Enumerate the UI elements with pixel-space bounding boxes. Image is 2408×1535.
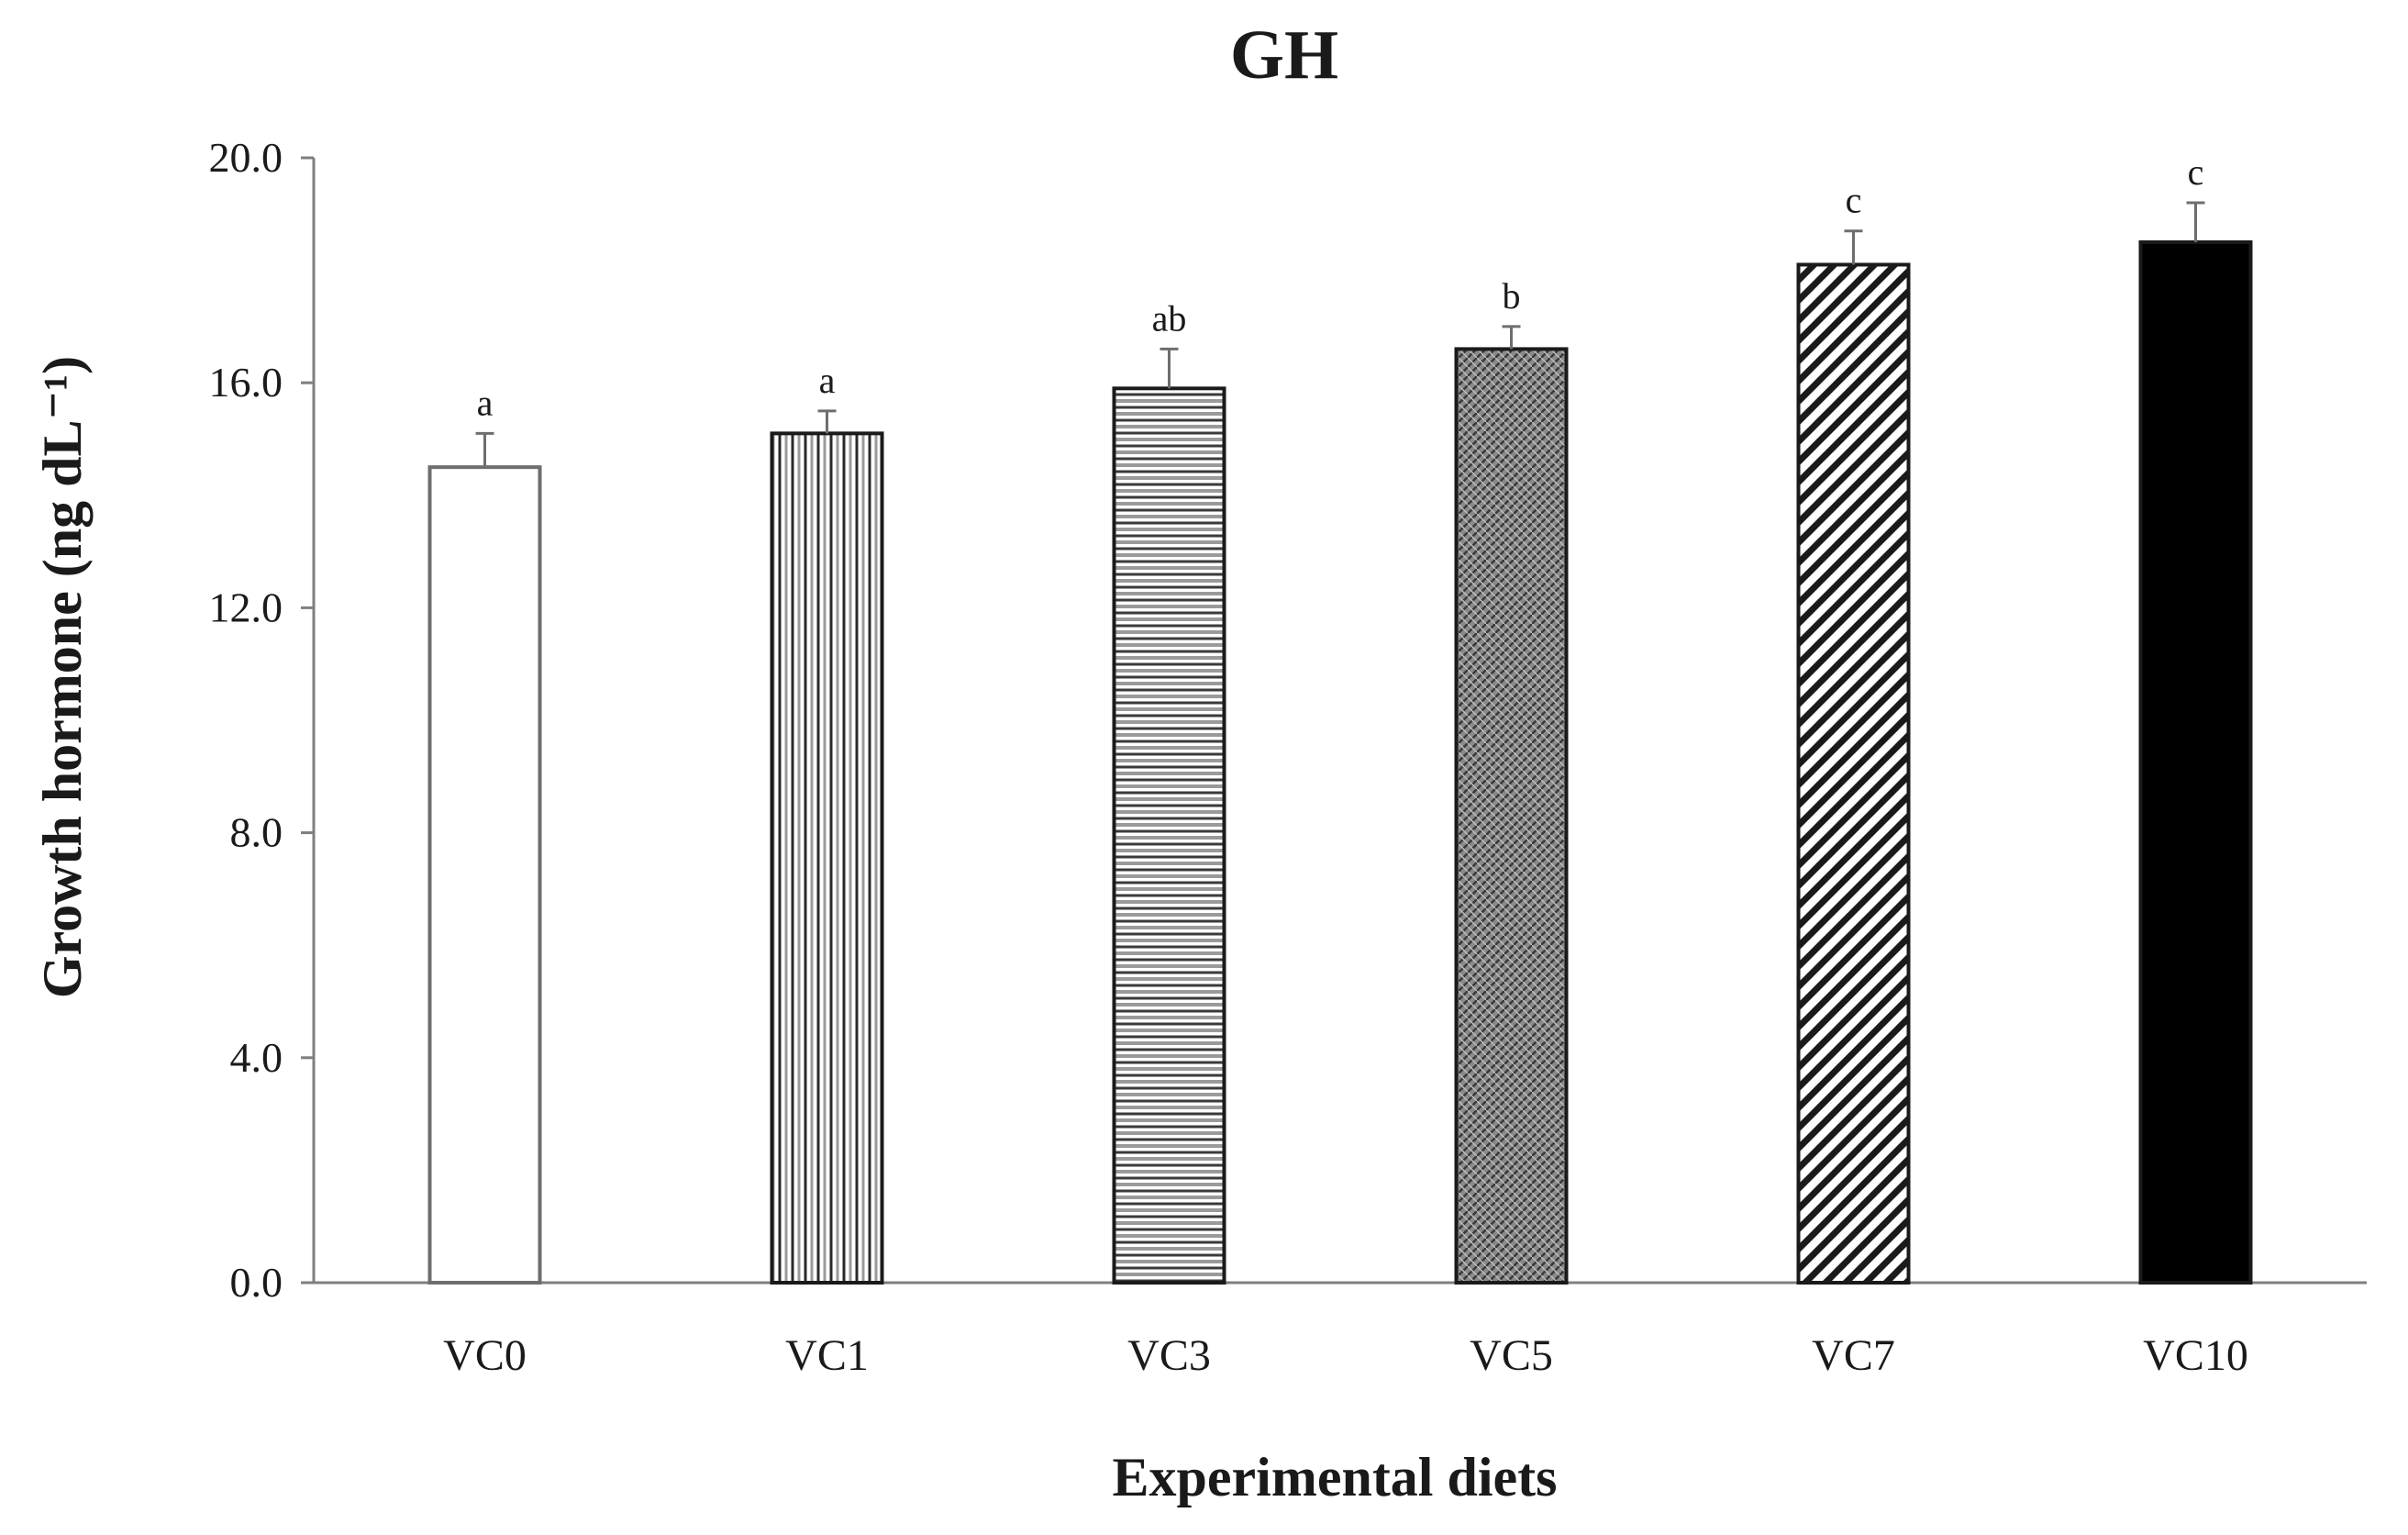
bar-vc5 — [1454, 347, 1569, 1285]
y-tick-label: 12.0 — [209, 584, 283, 630]
significance-label-vc0: a — [477, 382, 494, 423]
bars-group: a a ab b c c — [427, 151, 2253, 1285]
y-tick-label: 4.0 — [230, 1034, 283, 1081]
x-axis-label: Experimental diets — [1113, 1447, 1558, 1507]
bar-vc0 — [427, 465, 542, 1285]
y-tick-label: 20.0 — [209, 134, 283, 181]
x-axis-tick-labels: VC0 VC1 VC3 VC5 VC7 VC10 — [443, 1331, 2248, 1380]
y-axis-label: Growth hormone (ng dL⁻¹) — [32, 356, 93, 998]
x-tick-label-vc0: VC0 — [443, 1331, 527, 1380]
bar-vc3 — [1112, 386, 1226, 1285]
y-tick-label: 16.0 — [209, 359, 283, 406]
significance-label-vc10: c — [2188, 151, 2204, 193]
y-axis-ticks: 0.0 4.0 8.0 12.0 16.0 20.0 — [209, 134, 314, 1306]
x-tick-label-vc7: VC7 — [1812, 1331, 1895, 1380]
significance-label-vc7: c — [1846, 180, 1862, 221]
y-tick-label: 8.0 — [230, 809, 283, 856]
x-tick-label-vc1: VC1 — [785, 1331, 869, 1380]
y-tick-label: 0.0 — [230, 1259, 283, 1306]
significance-label-vc5: b — [1503, 275, 1521, 317]
bar-vc7 — [1796, 262, 1911, 1285]
x-tick-label-vc10: VC10 — [2143, 1331, 2248, 1380]
significance-label-vc1: a — [819, 360, 836, 401]
bar-vc10 — [2138, 239, 2253, 1285]
significance-label-vc3: ab — [1152, 297, 1187, 339]
chart-title: GH — [1230, 17, 1338, 94]
x-tick-label-vc5: VC5 — [1470, 1331, 1553, 1380]
x-tick-label-vc3: VC3 — [1127, 1331, 1211, 1380]
bar-vc1 — [770, 431, 884, 1285]
